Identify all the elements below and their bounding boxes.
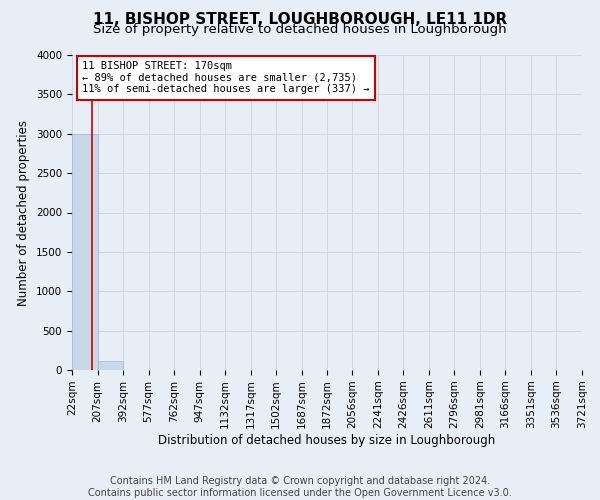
Bar <box>98 362 123 370</box>
X-axis label: Distribution of detached houses by size in Loughborough: Distribution of detached houses by size … <box>158 434 496 447</box>
Text: 11 BISHOP STREET: 170sqm
← 89% of detached houses are smaller (2,735)
11% of sem: 11 BISHOP STREET: 170sqm ← 89% of detach… <box>82 62 370 94</box>
Y-axis label: Number of detached properties: Number of detached properties <box>17 120 31 306</box>
Bar <box>72 134 98 370</box>
Text: Size of property relative to detached houses in Loughborough: Size of property relative to detached ho… <box>93 22 507 36</box>
Text: 11, BISHOP STREET, LOUGHBOROUGH, LE11 1DR: 11, BISHOP STREET, LOUGHBOROUGH, LE11 1D… <box>93 12 507 28</box>
Text: Contains HM Land Registry data © Crown copyright and database right 2024.
Contai: Contains HM Land Registry data © Crown c… <box>88 476 512 498</box>
